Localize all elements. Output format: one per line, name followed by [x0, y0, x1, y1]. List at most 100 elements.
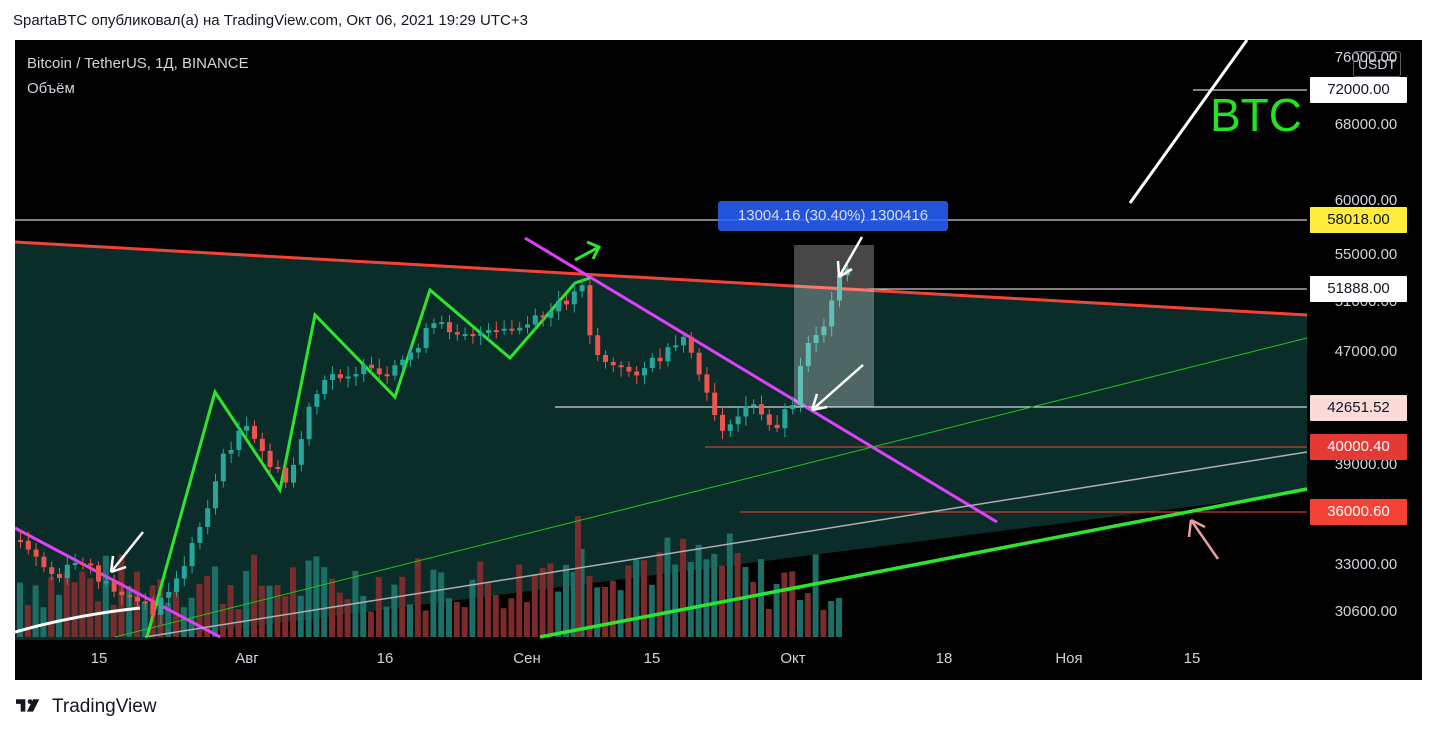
price-axis-label: 33000.00: [1334, 556, 1398, 573]
candle-body: [423, 328, 429, 349]
volume-bar: [110, 604, 117, 637]
candle-body: [345, 376, 351, 379]
candle-body: [142, 601, 148, 604]
price-badge: 51888.00: [1310, 276, 1407, 302]
volume-bar: [321, 567, 328, 637]
volume-bar: [446, 598, 452, 637]
candle-body: [275, 467, 281, 469]
volume-bar: [656, 552, 663, 637]
candle-body: [291, 464, 296, 483]
candle-body: [774, 424, 780, 429]
candle-body: [298, 439, 304, 465]
candle-body: [41, 556, 47, 568]
candle-body: [447, 322, 452, 333]
volume-bar: [79, 571, 86, 637]
candle-body: [267, 450, 273, 467]
candle-body: [727, 424, 733, 431]
volume-bar: [196, 583, 203, 637]
volume-bar: [297, 595, 304, 637]
volume-bar: [648, 584, 655, 637]
candle-body: [649, 357, 655, 369]
candle-body: [805, 343, 811, 367]
volume-bar: [812, 554, 819, 637]
volume-bar: [141, 601, 148, 637]
volume-bar: [609, 580, 616, 637]
candle-body: [150, 602, 156, 615]
footer-brand[interactable]: TradingView: [16, 696, 157, 718]
volume-bar: [344, 599, 351, 637]
candle-body: [400, 359, 406, 366]
volume-bar: [820, 609, 827, 637]
time-axis-label: 18: [935, 650, 953, 667]
candle-body: [88, 563, 94, 566]
candle-body: [610, 362, 616, 366]
volume-bar: [360, 596, 367, 637]
chart-canvas[interactable]: [15, 40, 1422, 680]
candle-body: [306, 406, 312, 440]
volume-bar-spike: [575, 516, 581, 637]
price-badge: 42651.52: [1310, 395, 1407, 421]
candle-body: [540, 315, 546, 318]
wave-arrow-head: [574, 240, 602, 262]
volume-bar: [102, 555, 109, 637]
arrow-top: [836, 236, 864, 279]
chart-pane[interactable]: Bitcoin / TetherUS, 1Д, BINANCE Объём BT…: [15, 40, 1422, 680]
volume-legend[interactable]: Объём: [27, 80, 75, 97]
volume-bar: [672, 564, 679, 637]
volume-bar: [266, 585, 273, 637]
white-trendline: [1128, 40, 1249, 204]
candle-body: [486, 330, 491, 333]
candle-body: [228, 450, 234, 454]
annotations: [109, 236, 1220, 574]
time-axis-label: Авг: [235, 650, 259, 667]
candle-body: [525, 324, 530, 328]
pink-trendline: [524, 236, 998, 524]
volume-bar: [56, 594, 62, 637]
volume-bar: [765, 608, 772, 637]
volume-bar: [555, 591, 562, 637]
candle-body: [837, 275, 842, 301]
volume-bar: [687, 562, 694, 637]
candle-body: [322, 379, 328, 394]
symbol-legend[interactable]: Bitcoin / TetherUS, 1Д, BINANCE: [27, 55, 249, 72]
candle-body: [111, 581, 117, 592]
price-badge: 40000.40: [1310, 434, 1407, 460]
volume-bar: [17, 582, 23, 637]
triangle-region: [15, 242, 1307, 640]
volume-bar: [438, 572, 445, 637]
candle-body: [821, 326, 827, 336]
volume-bar: [258, 585, 265, 637]
volume-bar: [664, 537, 671, 637]
candle-body: [431, 323, 437, 328]
candle-body: [673, 345, 679, 348]
price-badge: 36000.60: [1310, 499, 1407, 525]
candle-body: [462, 334, 468, 337]
volume-bar: [508, 598, 515, 637]
candle-body: [166, 592, 172, 598]
candle-body: [205, 508, 211, 527]
price-badge: 72000.00: [1310, 77, 1407, 103]
volume-bar: [742, 567, 749, 637]
volume-bar: [703, 559, 710, 637]
price-axis-label: 55000.00: [1334, 246, 1398, 263]
volume-bar: [391, 584, 398, 637]
volume-bar: [539, 567, 546, 637]
candle-body: [634, 371, 640, 376]
candle-body: [759, 404, 764, 415]
candle-body: [244, 425, 250, 431]
candle-body: [384, 374, 390, 377]
candle-body: [408, 352, 413, 360]
candle-body: [587, 285, 593, 336]
footer-brand-text: TradingView: [52, 696, 157, 717]
price-axis-label: 60000.00: [1334, 192, 1398, 209]
candle-body: [213, 481, 218, 509]
candle-body: [470, 334, 476, 337]
currency-button[interactable]: USDT: [1353, 51, 1401, 77]
candle-body: [603, 355, 608, 362]
volume-bar: [24, 605, 31, 637]
volume-bar: [680, 538, 686, 637]
candle-body: [501, 328, 507, 331]
candle-body: [353, 374, 359, 377]
volume-bar: [773, 584, 780, 637]
candle-body: [790, 405, 796, 410]
